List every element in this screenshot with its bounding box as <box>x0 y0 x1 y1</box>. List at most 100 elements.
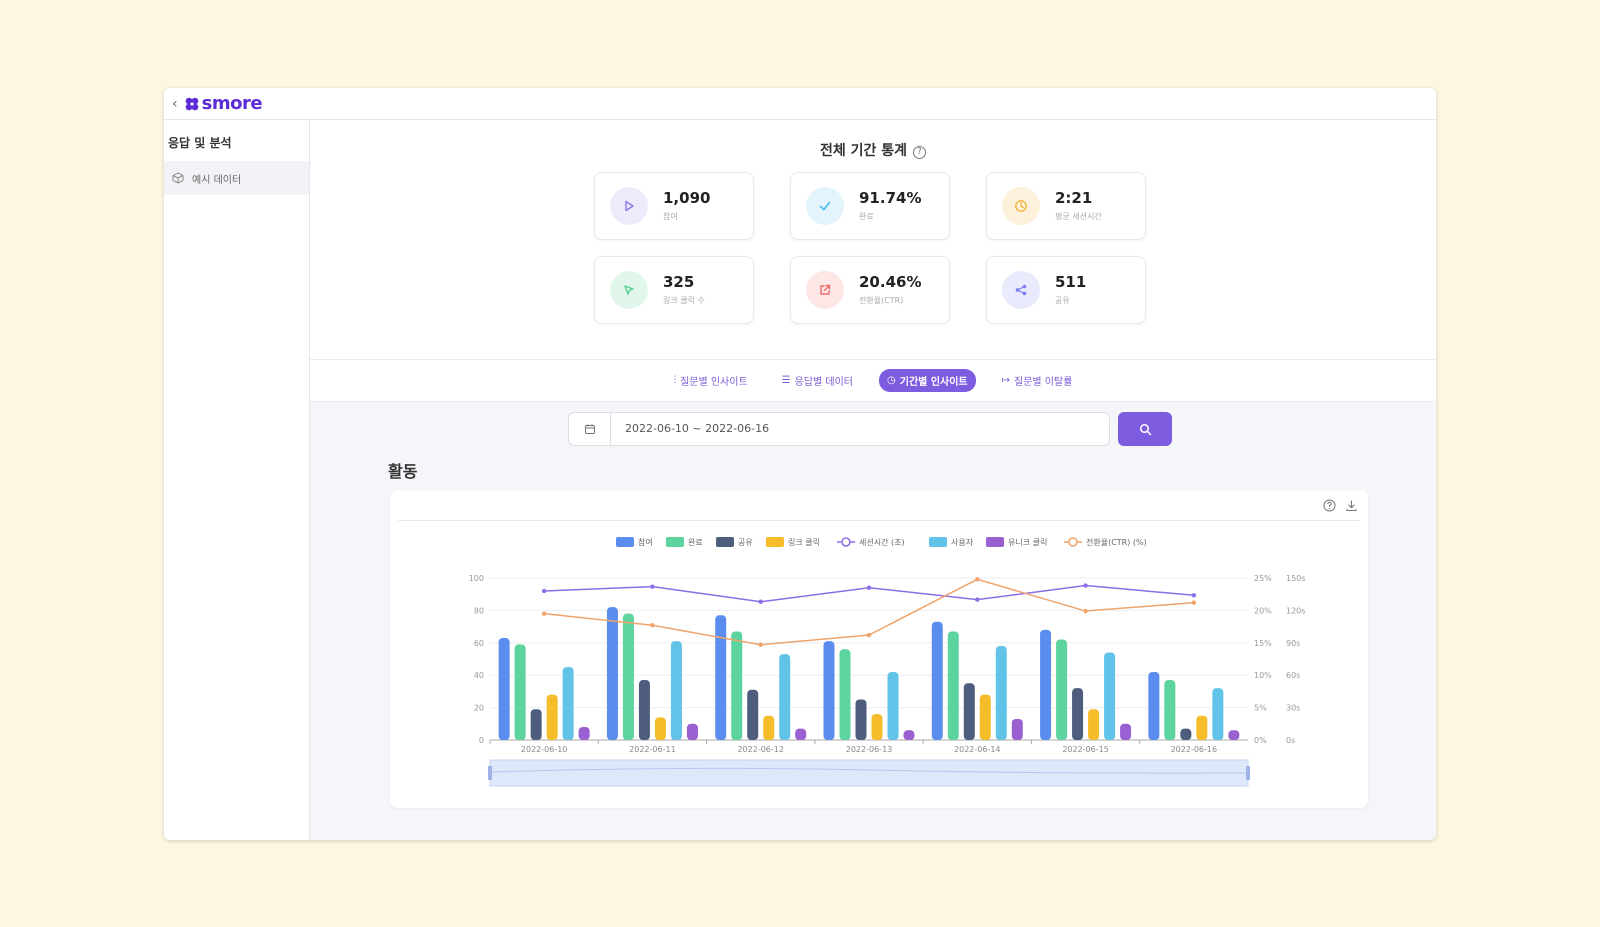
stat-label: 참여 <box>663 212 678 221</box>
download-icon[interactable] <box>1344 498 1358 512</box>
tab-label: 응답별 데이터 <box>794 377 854 388</box>
brand-name: smore <box>201 93 263 114</box>
sidebar-item-label: 예시 데이터 <box>192 174 242 186</box>
cursor-icon <box>610 271 648 309</box>
bar <box>715 615 727 740</box>
date-range-input[interactable]: 2022-06-10 ~ 2022-06-16 <box>610 412 1110 446</box>
y2-tick-label: 10% <box>1254 671 1272 680</box>
sidebar: 응답 및 분석 예시 데이터 <box>164 120 310 840</box>
y2-tick-label: 0% <box>1254 736 1267 745</box>
exit-icon: ↦ <box>1001 375 1011 386</box>
bar <box>1180 728 1192 740</box>
bar <box>498 637 510 740</box>
stat-value: 511 <box>1055 273 1087 291</box>
zoom-handle-left <box>488 766 492 780</box>
bar <box>638 680 650 740</box>
bar-chart-icon: ⫶ <box>673 375 677 386</box>
legend-swatch <box>766 537 784 547</box>
stat-card-completion: 91.74% 완료 <box>790 172 950 240</box>
tab-period-insight[interactable]: ◷ 기간별 인사이트 <box>879 369 976 392</box>
stat-value: 325 <box>663 273 695 291</box>
chart-toolbar <box>1322 498 1358 512</box>
line-point <box>650 584 655 589</box>
bar <box>622 613 634 740</box>
tab-response-data[interactable]: ☰ 응답별 데이터 <box>774 369 861 392</box>
legend-label: 완료 <box>688 538 703 547</box>
bar <box>995 646 1007 740</box>
tab-label: 질문별 인사이트 <box>680 377 748 388</box>
external-link-icon <box>806 271 844 309</box>
bar <box>1228 730 1240 740</box>
cube-icon <box>172 172 184 184</box>
x-tick-label: 2022-06-11 <box>629 745 676 754</box>
bar <box>763 715 775 740</box>
bar <box>1196 715 1208 740</box>
bar <box>1056 639 1068 740</box>
line-point <box>1083 608 1088 614</box>
stat-card-shares: 511 공유 <box>986 256 1146 324</box>
stats-section: 전체 기간 통계? 1,090 참여 91.74% 완료 2 <box>310 120 1436 360</box>
legend-label: 전환율(CTR) (%) <box>1086 537 1147 547</box>
y-tick-label: 40 <box>474 671 484 680</box>
line-point <box>1191 600 1197 605</box>
stat-value: 20.46% <box>859 273 922 291</box>
line-point <box>650 623 655 628</box>
y2-tick-label: 25% <box>1254 574 1272 583</box>
sidebar-item-example-data[interactable]: 예시 데이터 <box>164 161 309 195</box>
help-icon[interactable] <box>1322 498 1336 512</box>
tab-dropout-rate[interactable]: ↦ 질문별 이탈률 <box>994 369 1081 392</box>
back-button[interactable]: ‹ <box>172 95 178 112</box>
list-icon: ☰ <box>781 375 791 386</box>
stat-label: 평균 세션시간 <box>1055 212 1102 221</box>
stats-title-text: 전체 기간 통계 <box>819 143 908 159</box>
stat-label: 링크 클릭 수 <box>663 296 705 305</box>
calendar-icon[interactable] <box>568 412 610 446</box>
x-tick-label: 2022-06-14 <box>954 745 1001 754</box>
search-button[interactable] <box>1118 412 1172 446</box>
bar <box>530 709 542 740</box>
tab-label: 질문별 이탈률 <box>1014 377 1073 388</box>
stat-card-ctr: 20.46% 전환율(CTR) <box>790 256 950 324</box>
stat-label: 전환율(CTR) <box>859 296 904 305</box>
stat-card-link-clicks: 325 링크 클릭 수 <box>594 256 754 324</box>
y3-tick-label: 30s <box>1286 704 1300 713</box>
stat-value: 2:21 <box>1055 189 1093 207</box>
bar <box>1088 709 1100 740</box>
zoom-preview <box>489 767 1249 774</box>
legend-label: 세션시간 (초) <box>859 537 905 547</box>
bar <box>731 631 743 740</box>
bar <box>1212 688 1224 740</box>
line-point <box>866 632 872 638</box>
bar <box>1164 680 1176 740</box>
stat-card-session-time: 2:21 평균 세션시간 <box>986 172 1146 240</box>
section-title-activity: 활동 <box>388 462 418 481</box>
bar <box>947 631 959 740</box>
bar <box>839 649 851 740</box>
smore-logo-icon <box>185 97 198 110</box>
legend-label: 참여 <box>638 537 653 547</box>
line-point <box>866 585 872 590</box>
activity-chart: 0 20 40 60 80 100 0% 5% 10% 15% 20% 25% 0s 30s 60s 90s 1… <box>469 537 1305 787</box>
x-tick-label: 2022-06-15 <box>1062 745 1109 754</box>
bar <box>1040 629 1052 740</box>
line-point <box>758 642 763 647</box>
tab-question-insight[interactable]: ⫶ 질문별 인사이트 <box>666 369 756 392</box>
bar <box>855 699 867 740</box>
x-tick-label: 2022-06-13 <box>846 745 893 754</box>
y3-tick-label: 0s <box>1286 736 1295 745</box>
bar <box>562 667 574 740</box>
line-point <box>541 611 547 616</box>
stat-value: 91.74% <box>859 189 922 207</box>
sidebar-title: 응답 및 분석 <box>168 136 232 150</box>
brand-logo[interactable]: smore <box>184 93 263 114</box>
legend-swatch <box>616 537 634 547</box>
zoom-handle-right <box>1246 766 1250 780</box>
clock-icon: ◷ <box>887 375 896 386</box>
bar <box>779 654 791 740</box>
bar <box>747 689 759 740</box>
help-icon[interactable]: ? <box>913 146 927 159</box>
share-icon <box>1002 271 1040 309</box>
legend-swatch <box>666 537 684 547</box>
bar <box>1072 688 1084 740</box>
legend-label: 사용자 <box>951 538 974 547</box>
